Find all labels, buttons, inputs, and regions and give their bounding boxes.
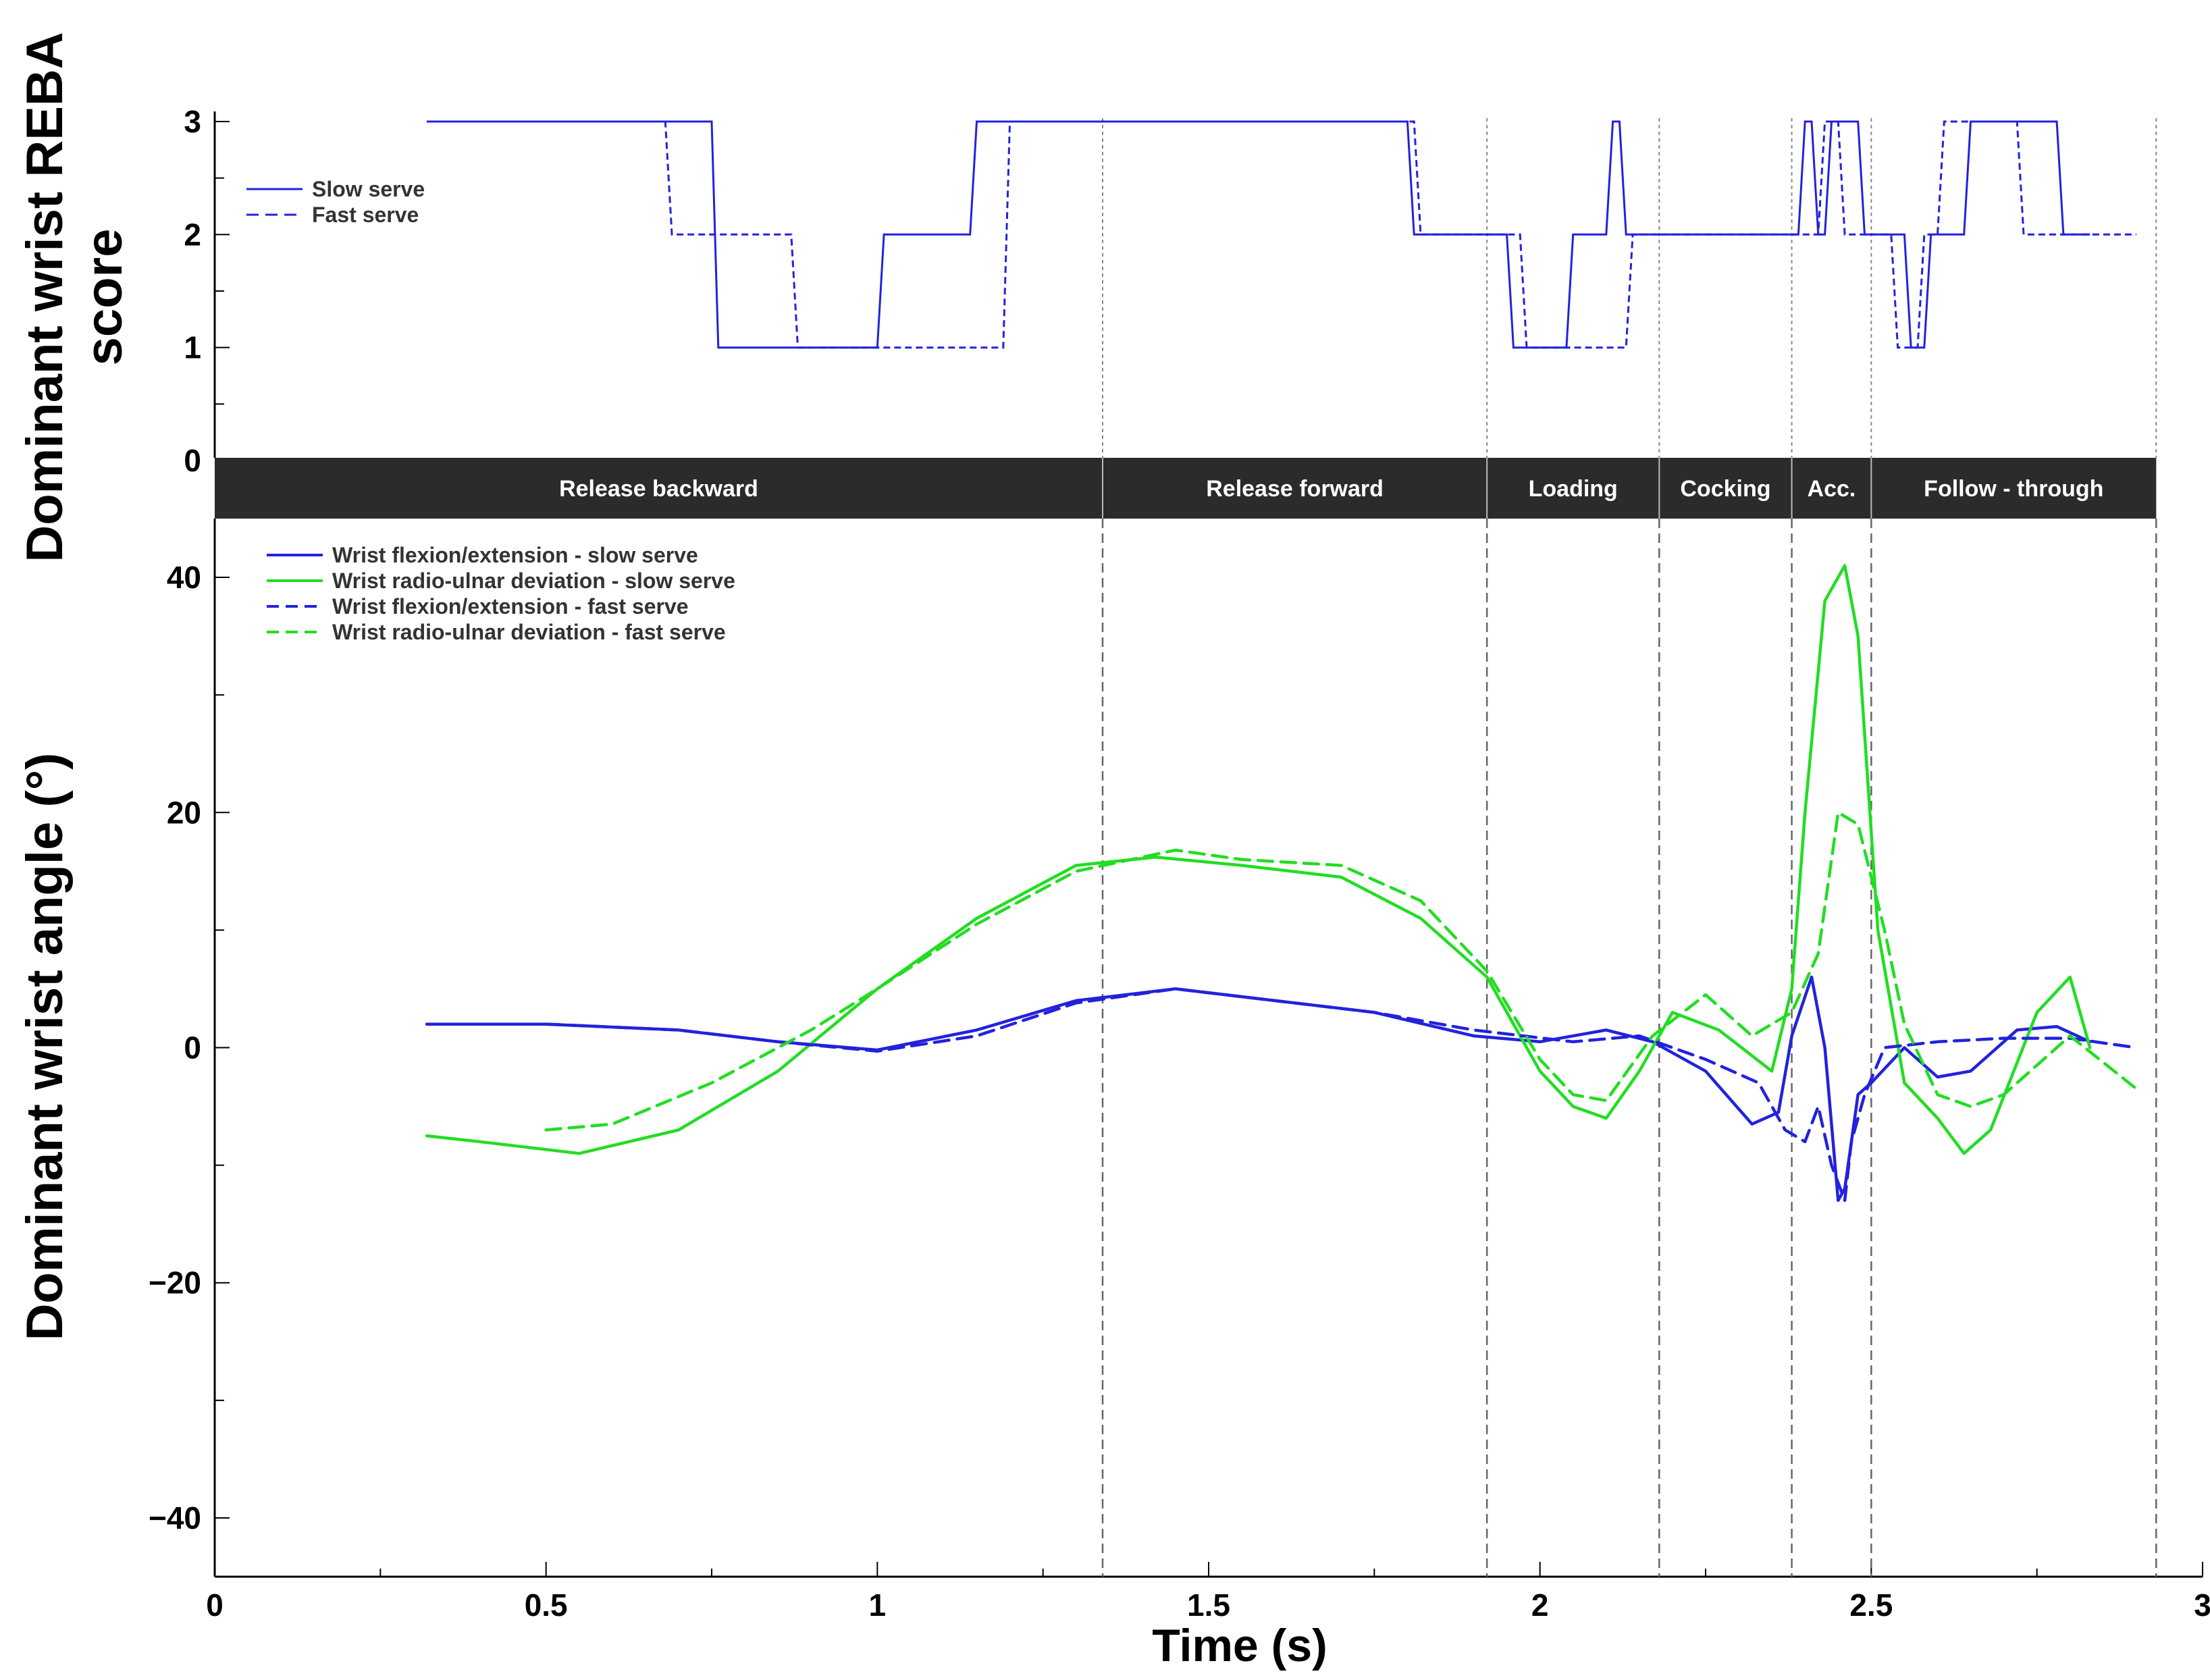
phase-label-release-backward: Release backward <box>559 476 758 502</box>
reba-y-tick-label: 3 <box>184 104 201 139</box>
reba-y-ticks: 0 1 2 3 <box>184 104 230 478</box>
phase-boundary-lines <box>1101 118 2157 1577</box>
phase-bar: Release backward Release forward Loading Co… <box>215 458 2157 519</box>
reba-series-fast-serve <box>427 120 2136 349</box>
angle-y-tick-label: −20 <box>149 1265 201 1301</box>
phase-label-follow-through: Follow - through <box>1924 476 2103 502</box>
phase-bar-background <box>215 458 2157 519</box>
angle-y-tick-label: 0 <box>184 1030 201 1066</box>
x-tick-label: 2.5 <box>1849 1587 1893 1623</box>
angle-y-tick-label: 40 <box>167 560 201 595</box>
phase-label-cocking: Cocking <box>1680 476 1770 502</box>
x-tick-label: 0 <box>206 1587 223 1623</box>
x-tick-label: 1 <box>869 1587 887 1623</box>
angle-series-flexion-fast <box>544 987 2138 1203</box>
angle-legend-label: Wrist flexion/extension - slow serve <box>332 543 698 567</box>
reba-y-tick-label: 1 <box>184 330 201 365</box>
x-axis-title: Time (s) <box>1152 1620 1327 1671</box>
x-tick-label: 0.5 <box>525 1587 568 1623</box>
angle-legend-label: Wrist flexion/extension - fast serve <box>332 594 689 619</box>
angle-series-flexion-slow <box>425 975 2092 1203</box>
angle-legend: Wrist flexion/extension - slow serveWris… <box>267 543 735 644</box>
reba-legend-label: Slow serve <box>312 177 425 201</box>
angle-legend-label: Wrist radio-ulnar deviation - slow serve <box>332 569 735 593</box>
angle-series-deviation-slow <box>425 564 2092 1155</box>
angle-series <box>425 564 2138 1203</box>
reba-y-axis-title-line2: score <box>76 229 133 366</box>
phase-label-acc: Acc. <box>1808 476 1856 502</box>
reba-series <box>427 120 2136 349</box>
reba-y-tick-label: 0 <box>184 443 201 478</box>
reba-y-tick-label: 2 <box>184 217 201 252</box>
angle-y-axis-title: Dominant wrist angle (°) <box>16 753 74 1341</box>
angle-axes-ticks: −40 −20 0 20 40 0 0.5 1 1.5 2 2.5 3 <box>149 560 2210 1623</box>
reba-legend-label: Fast serve <box>312 203 419 227</box>
angle-series-deviation-fast <box>544 811 2138 1132</box>
angle-y-tick-label: −40 <box>149 1500 201 1535</box>
phase-label-release-forward: Release forward <box>1206 476 1384 502</box>
angle-legend-label: Wrist radio-ulnar deviation - fast serve <box>332 620 726 644</box>
reba-y-axis-title-line1: Dominant wrist REBA <box>16 32 74 562</box>
angle-y-tick-label: 20 <box>167 795 201 830</box>
phase-label-loading: Loading <box>1529 476 1618 502</box>
x-tick-label: 2 <box>1531 1587 1549 1623</box>
x-tick-label: 1.5 <box>1187 1587 1230 1623</box>
x-tick-label: 3 <box>2194 1587 2210 1623</box>
